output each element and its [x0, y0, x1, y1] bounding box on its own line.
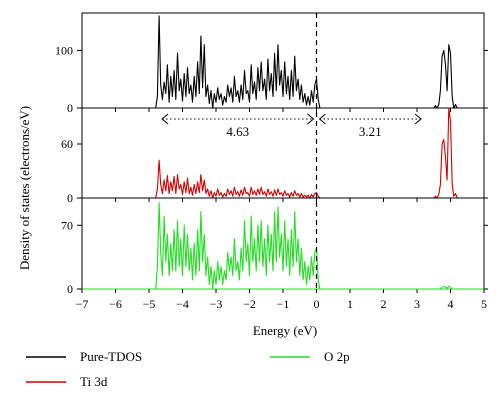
gap-value-label: 3.21	[359, 124, 382, 139]
gap-arrow-head-right	[414, 113, 422, 125]
gap-arrow-head-left	[318, 113, 326, 125]
gap-arrow-head-right	[307, 113, 315, 125]
y-tick-label: 70	[61, 218, 73, 232]
series-line-o-2p	[155, 202, 453, 290]
x-tick-label: −3	[210, 297, 223, 311]
x-tick-label: 5	[481, 297, 487, 311]
gap-annotation-1: 3.21	[318, 113, 422, 139]
panel-2: 0 70	[61, 197, 488, 296]
x-tick-label: 4	[448, 297, 454, 311]
legend-label: Ti 3d	[80, 374, 108, 389]
y-axis-label: Density of states (electrons/eV)	[17, 106, 32, 270]
legend: Pure-TDOS O 2p Ti 3d	[26, 349, 350, 389]
x-tick-label: −5	[143, 297, 156, 311]
series-line-ti-3d	[155, 107, 458, 199]
legend-label: O 2p	[324, 349, 350, 364]
y-tick-label: 60	[61, 137, 73, 151]
x-tick-label: −6	[109, 297, 122, 311]
band-gap-annotations: 4.63 3.21	[161, 113, 422, 139]
y-tick-label: 0	[67, 282, 73, 296]
gap-annotation-0: 4.63	[161, 113, 315, 139]
x-tick-label: −2	[243, 297, 256, 311]
panel-0: 0 100	[55, 12, 488, 115]
x-tick-label: 3	[414, 297, 420, 311]
panel-frame	[81, 197, 485, 290]
x-tick-label: −7	[76, 297, 89, 311]
legend-entry-2: Ti 3d	[26, 374, 108, 389]
gap-value-label: 4.63	[226, 124, 249, 139]
series-line-pure-tdos	[155, 15, 458, 109]
panel-1: 0 60	[61, 107, 488, 205]
legend-entry-0: Pure-TDOS	[26, 349, 142, 364]
y-tick-label: 0	[67, 191, 73, 205]
legend-entry-1: O 2p	[270, 349, 350, 364]
x-tick-label: −4	[176, 297, 189, 311]
x-tick-label: 2	[381, 297, 387, 311]
dos-panels: 0 100 0 60 0 70	[55, 12, 488, 296]
panel-frame	[81, 107, 485, 199]
x-tick-label: 1	[347, 297, 353, 311]
x-axis: −7 −6 −5 −4 −3 −2 −1 0 1 2 3 4 5	[76, 297, 487, 311]
gap-arrow-head-left	[161, 113, 169, 125]
x-axis-label: Energy (eV)	[253, 323, 317, 338]
x-tick-label: −1	[277, 297, 290, 311]
y-tick-label: 0	[67, 101, 73, 115]
legend-label: Pure-TDOS	[80, 349, 142, 364]
x-tick-label: 0	[314, 297, 320, 311]
y-tick-label: 100	[55, 43, 73, 57]
